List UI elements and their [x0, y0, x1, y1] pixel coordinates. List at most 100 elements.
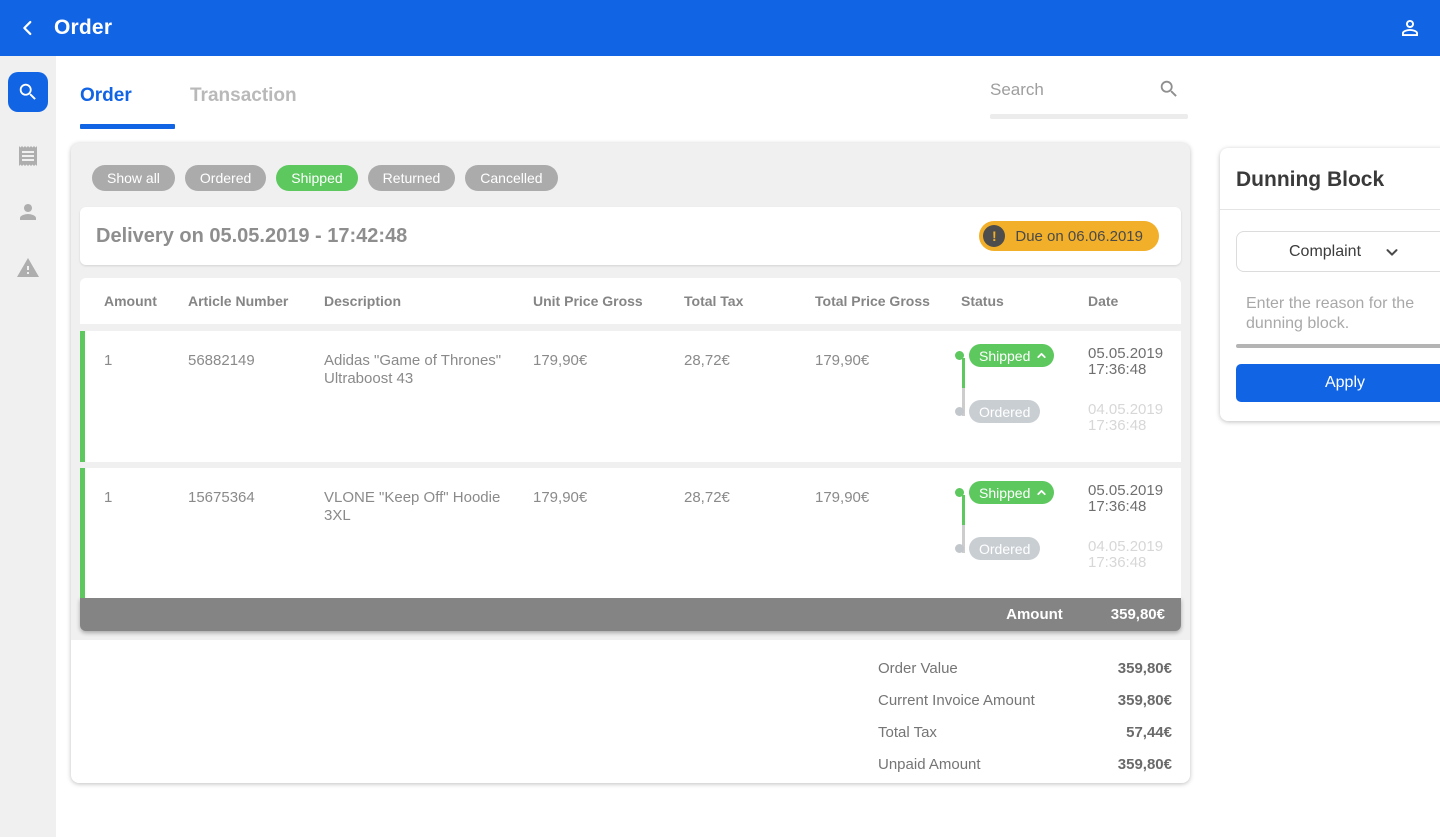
dunning-reason-field	[1236, 294, 1440, 348]
summary-row-unpaid-amount: Unpaid Amount 359,80€	[860, 748, 1172, 780]
timeline-dot-shipped	[955, 351, 964, 360]
cell-article-number: 56882149	[188, 352, 255, 369]
textarea-underline	[1236, 344, 1440, 348]
status-badge-ordered[interactable]: Ordered	[969, 400, 1041, 423]
summary-value: 359,80€	[1117, 755, 1172, 773]
summary-value: 57,44€	[1126, 723, 1172, 741]
col-header-total-tax: Total Tax	[684, 293, 744, 309]
cell-amount: 1	[104, 352, 113, 369]
back-button[interactable]	[8, 8, 48, 48]
col-header-status: Status	[961, 293, 1004, 309]
search-submit-icon[interactable]	[1158, 78, 1180, 105]
status-label: Ordered	[979, 540, 1031, 557]
due-date-text: Due on 06.06.2019	[1015, 227, 1143, 245]
cell-unit-price: 179,90€	[533, 489, 588, 506]
timeline-dot-shipped	[955, 488, 964, 497]
search-box	[990, 80, 1188, 119]
nav-search-button[interactable]	[8, 72, 48, 112]
status-date-ordered: 04.05.2019 17:36:48	[1088, 401, 1164, 434]
search-underline	[990, 114, 1188, 119]
left-nav-rail	[0, 56, 56, 837]
delivery-header: Delivery on 05.05.2019 - 17:42:48 ! Due …	[80, 207, 1181, 265]
cell-status-timeline: Shipped Ordered	[955, 331, 1088, 462]
chevron-left-icon	[23, 20, 32, 36]
total-value: 359,80€	[1110, 606, 1165, 623]
status-label: Shipped	[979, 484, 1031, 501]
cell-status-dates: 05.05.2019 17:36:48 04.05.2019 17:36:48	[1088, 468, 1181, 598]
delivery-title: Delivery on 05.05.2019 - 17:42:48	[96, 224, 408, 247]
total-label: Amount	[1006, 606, 1063, 623]
status-badge-ordered[interactable]: Ordered	[969, 537, 1041, 560]
status-label: Ordered	[979, 403, 1031, 420]
timeline-dot-ordered	[955, 544, 964, 553]
cell-article-number: 15675364	[188, 489, 255, 506]
timeline-connector	[962, 358, 965, 416]
summary-label: Total Tax	[878, 723, 937, 741]
exclamation-icon: !	[983, 225, 1006, 247]
filter-chip-show-all[interactable]: Show all	[92, 165, 175, 191]
timeline-dot-ordered	[955, 407, 964, 416]
chevron-up-icon	[1035, 349, 1048, 362]
tab-order[interactable]: Order	[80, 85, 132, 106]
page-title: Order	[54, 16, 113, 39]
divider	[1220, 209, 1440, 210]
dunning-reason-textarea[interactable]	[1236, 294, 1440, 336]
summary-row-total-tax: Total Tax 57,44€	[860, 716, 1172, 748]
filter-chip-cancelled[interactable]: Cancelled	[465, 165, 558, 191]
timeline-connector	[962, 495, 965, 553]
cell-description: VLONE "Keep Off" Hoodie 3XL	[324, 489, 501, 524]
cell-status-timeline: Shipped Ordered	[955, 468, 1088, 598]
cell-total-price: 179,90€	[815, 489, 870, 506]
nav-orders-button[interactable]	[16, 144, 40, 168]
search-icon	[19, 83, 36, 100]
status-date-shipped: 05.05.2019 17:36:48	[1088, 345, 1164, 378]
person-outline-icon	[1402, 20, 1418, 36]
status-label: Shipped	[979, 347, 1031, 364]
chevron-up-icon	[1035, 486, 1048, 499]
order-items-table: Amount Article Number Description Unit P…	[80, 278, 1181, 631]
order-card: Show all Ordered Shipped Returned Cancel…	[71, 143, 1190, 783]
summary-row-order-value: Order Value 359,80€	[860, 652, 1172, 684]
warning-icon	[17, 258, 39, 277]
status-date-ordered: 04.05.2019 17:36:48	[1088, 538, 1164, 571]
user-account-button[interactable]	[1390, 8, 1430, 48]
col-header-description: Description	[324, 293, 402, 309]
summary-label: Unpaid Amount	[878, 755, 981, 773]
status-badge-shipped[interactable]: Shipped	[969, 481, 1055, 504]
chevron-down-icon	[1386, 248, 1398, 256]
dunning-block-panel: Dunning Block Complaint Apply	[1220, 148, 1440, 421]
col-header-article-number: Article Number	[188, 293, 289, 309]
filter-chip-returned[interactable]: Returned	[367, 165, 456, 191]
summary-value: 359,80€	[1117, 691, 1172, 709]
dropdown-selected-value: Complaint	[1288, 242, 1362, 260]
col-header-amount: Amount	[104, 293, 157, 309]
person-icon	[20, 204, 36, 220]
cell-total-tax: 28,72€	[684, 489, 730, 506]
table-row: 1 56882149 Adidas "Game of Thrones" Ultr…	[80, 331, 1181, 462]
nav-customer-button[interactable]	[16, 200, 40, 224]
due-date-badge[interactable]: ! Due on 06.06.2019	[979, 221, 1159, 251]
apply-button[interactable]: Apply	[1236, 364, 1440, 402]
cell-description: Adidas "Game of Thrones" Ultraboost 43	[324, 352, 502, 387]
status-filter-chips: Show all Ordered Shipped Returned Cancel…	[71, 143, 1190, 191]
summary-label: Current Invoice Amount	[878, 691, 1035, 709]
active-tab-indicator	[80, 124, 175, 129]
filter-chip-ordered[interactable]: Ordered	[184, 165, 267, 191]
summary-label: Order Value	[878, 659, 958, 677]
tabs-row: Order Transaction	[56, 56, 1440, 143]
cell-unit-price: 179,90€	[533, 352, 588, 369]
receipt-icon	[19, 146, 37, 166]
status-date-shipped: 05.05.2019 17:36:48	[1088, 482, 1164, 515]
nav-alerts-button[interactable]	[16, 256, 40, 280]
summary-row-current-invoice: Current Invoice Amount 359,80€	[860, 684, 1172, 716]
col-header-date: Date	[1088, 293, 1119, 309]
cell-total-tax: 28,72€	[684, 352, 730, 369]
filter-chip-shipped[interactable]: Shipped	[276, 165, 358, 191]
search-input[interactable]	[990, 80, 1160, 100]
table-total-bar: Amount 359,80€	[80, 598, 1181, 631]
table-header-row: Amount Article Number Description Unit P…	[80, 278, 1181, 324]
tab-transaction[interactable]: Transaction	[190, 85, 297, 106]
status-badge-shipped[interactable]: Shipped	[969, 344, 1055, 367]
dunning-reason-dropdown[interactable]: Complaint	[1236, 231, 1440, 272]
summary-value: 359,80€	[1117, 659, 1172, 677]
